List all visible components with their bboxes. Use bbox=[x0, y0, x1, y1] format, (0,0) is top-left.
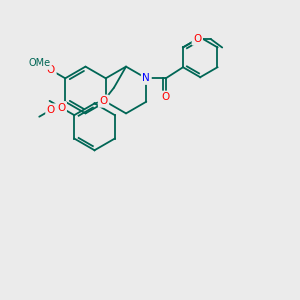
Text: O: O bbox=[47, 105, 55, 115]
Text: N: N bbox=[142, 73, 150, 83]
Text: O: O bbox=[193, 34, 201, 44]
Text: O: O bbox=[47, 65, 55, 75]
Text: OMe: OMe bbox=[28, 58, 50, 68]
Text: O: O bbox=[57, 103, 65, 112]
Text: O: O bbox=[99, 96, 108, 106]
Text: O: O bbox=[162, 92, 170, 102]
